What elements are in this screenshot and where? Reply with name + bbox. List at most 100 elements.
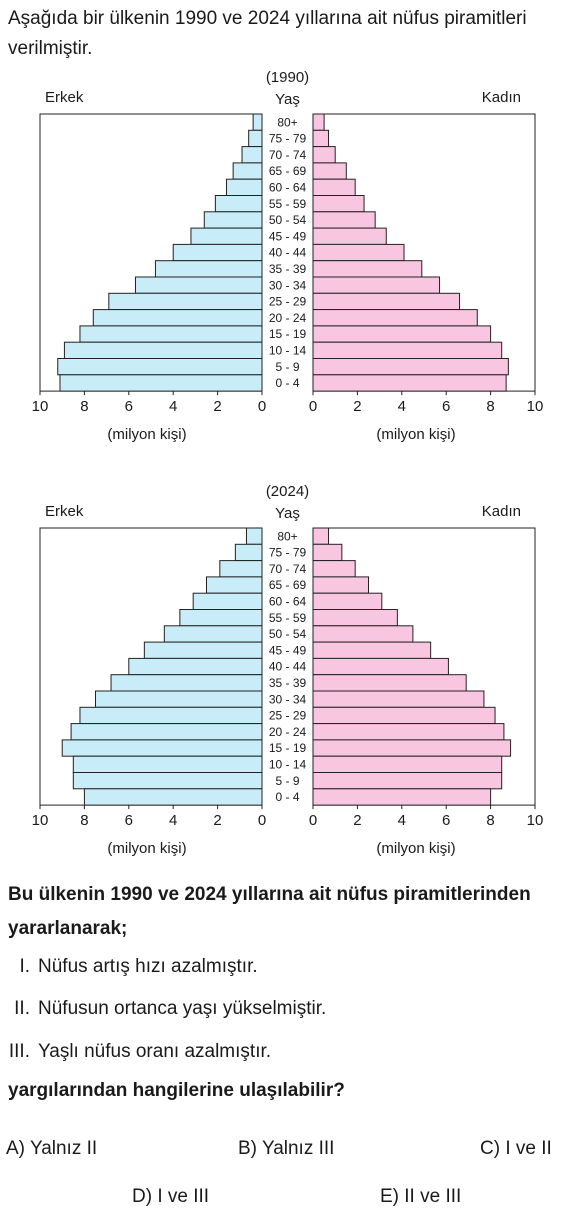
male-bar: [192, 592, 263, 610]
age-group-label: 45 - 49: [269, 643, 307, 657]
male-bar: [63, 341, 263, 360]
pyramid-title: (2024): [266, 483, 309, 500]
age-group-label: 60 - 64: [269, 595, 307, 609]
age-group-label: 70 - 74: [269, 148, 307, 162]
male-tick-label: 10: [32, 812, 49, 829]
age-group-label: 75 - 79: [269, 546, 307, 560]
option-a[interactable]: A) Yalnız II: [6, 1138, 97, 1160]
female-tick-label: 0: [309, 812, 317, 829]
male-bar: [214, 195, 263, 213]
male-bar: [179, 609, 263, 627]
option-e-text: II ve III: [404, 1186, 462, 1207]
male-tick-label: 0: [258, 812, 266, 829]
male-bar: [108, 292, 263, 311]
female-bar: [312, 560, 356, 578]
male-tick-label: 6: [125, 812, 133, 829]
age-group-label: 25 - 29: [269, 709, 307, 723]
female-bar: [312, 374, 507, 392]
male-side-label: Erkek: [45, 503, 84, 520]
male-bar: [143, 641, 263, 659]
female-side-label: Kadın: [482, 89, 521, 106]
female-bar: [312, 723, 505, 741]
male-bar: [203, 211, 263, 229]
male-tick-label: 10: [32, 398, 49, 415]
male-bar: [79, 706, 263, 725]
pyramid-title: (1990): [266, 69, 309, 86]
male-tick-label: 0: [258, 398, 266, 415]
male-side-label: Erkek: [45, 89, 84, 106]
male-bar: [206, 576, 263, 594]
female-bar: [312, 674, 467, 692]
male-tick-label: 2: [213, 398, 221, 415]
male-unit-label: (milyon kişi): [107, 840, 186, 857]
option-c-letter: C): [480, 1138, 501, 1159]
age-group-label: 55 - 59: [269, 197, 307, 211]
age-axis-label: Yaş: [275, 505, 300, 522]
age-group-label: 50 - 54: [269, 213, 307, 227]
female-tick-label: 4: [398, 398, 406, 415]
female-bar: [312, 341, 503, 360]
female-bar: [312, 625, 414, 643]
female-bar: [312, 592, 383, 610]
age-axis-label: Yaş: [275, 91, 300, 108]
age-group-label: 15 - 19: [269, 741, 307, 755]
female-tick-label: 0: [309, 398, 317, 415]
female-bar: [312, 543, 343, 562]
statement-3-text: Yaşlı nüfus oranı azalmıştır.: [38, 1041, 272, 1062]
option-d-letter: D): [132, 1186, 153, 1207]
age-group-label: 30 - 34: [269, 692, 307, 706]
male-bar: [70, 723, 263, 741]
age-group-label: 20 - 24: [269, 725, 307, 739]
female-bar: [312, 788, 492, 806]
female-bar: [312, 195, 365, 213]
option-b-letter: B): [238, 1138, 257, 1159]
option-e[interactable]: E) II ve III: [380, 1186, 461, 1208]
male-bar: [154, 260, 263, 278]
statement-1: I. Nüfus artış hızı azalmıştır.: [0, 955, 257, 979]
male-tick-label: 4: [169, 398, 177, 415]
female-tick-label: 4: [398, 812, 406, 829]
option-c[interactable]: C) I ve II: [480, 1138, 552, 1160]
male-bar: [57, 358, 263, 376]
option-a-letter: A): [6, 1138, 25, 1159]
female-bar: [312, 706, 496, 725]
option-b[interactable]: B) Yalnız III: [238, 1138, 334, 1160]
male-tick-label: 6: [125, 398, 133, 415]
male-bar: [234, 543, 263, 562]
statement-2-text: Nüfusun ortanca yaşı yükselmiştir.: [38, 998, 327, 1019]
female-bar: [312, 227, 387, 245]
female-tick-label: 10: [527, 812, 544, 829]
male-bar: [190, 227, 263, 245]
age-group-label: 0 - 4: [275, 790, 299, 804]
female-bar: [312, 755, 503, 774]
statement-1-number: I.: [19, 956, 30, 977]
female-tick-label: 10: [527, 398, 544, 415]
population-pyramid-1990: (1990) Yaş Erkek Kadın 80+ 75 - 79 70 - 74 65 -…: [0, 66, 577, 446]
question-stem: Bu ülkenin 1990 ve 2024 yıllarına ait nü…: [8, 884, 531, 939]
option-a-text: Yalnız II: [29, 1138, 98, 1159]
male-bar: [241, 146, 263, 164]
age-group-label: 40 - 44: [269, 660, 307, 674]
female-tick-label: 8: [486, 398, 494, 415]
age-group-label: 55 - 59: [269, 611, 307, 625]
age-group-label: 65 - 69: [269, 578, 307, 592]
male-bar: [72, 772, 263, 790]
statement-3: III. Yaşlı nüfus oranı azalmıştır.: [0, 1040, 271, 1064]
female-tick-label: 6: [442, 812, 450, 829]
female-bar: [312, 609, 398, 627]
question-intro: Aşağıda bir ülkenin 1990 ve 2024 yılları…: [8, 8, 527, 59]
male-bar: [245, 527, 263, 545]
age-group-label: 80+: [277, 529, 297, 543]
male-bar: [248, 129, 263, 148]
age-group-label: 60 - 64: [269, 181, 307, 195]
option-d[interactable]: D) I ve III: [132, 1186, 209, 1208]
age-group-label: 65 - 69: [269, 164, 307, 178]
age-group-label: 10 - 14: [269, 758, 307, 772]
age-group-label: 20 - 24: [269, 311, 307, 325]
female-bar: [312, 276, 441, 294]
female-bar: [312, 358, 509, 376]
male-bar: [79, 325, 263, 343]
option-b-text: Yalnız III: [261, 1138, 335, 1159]
age-group-label: 45 - 49: [269, 229, 307, 243]
age-group-label: 0 - 4: [275, 376, 299, 390]
